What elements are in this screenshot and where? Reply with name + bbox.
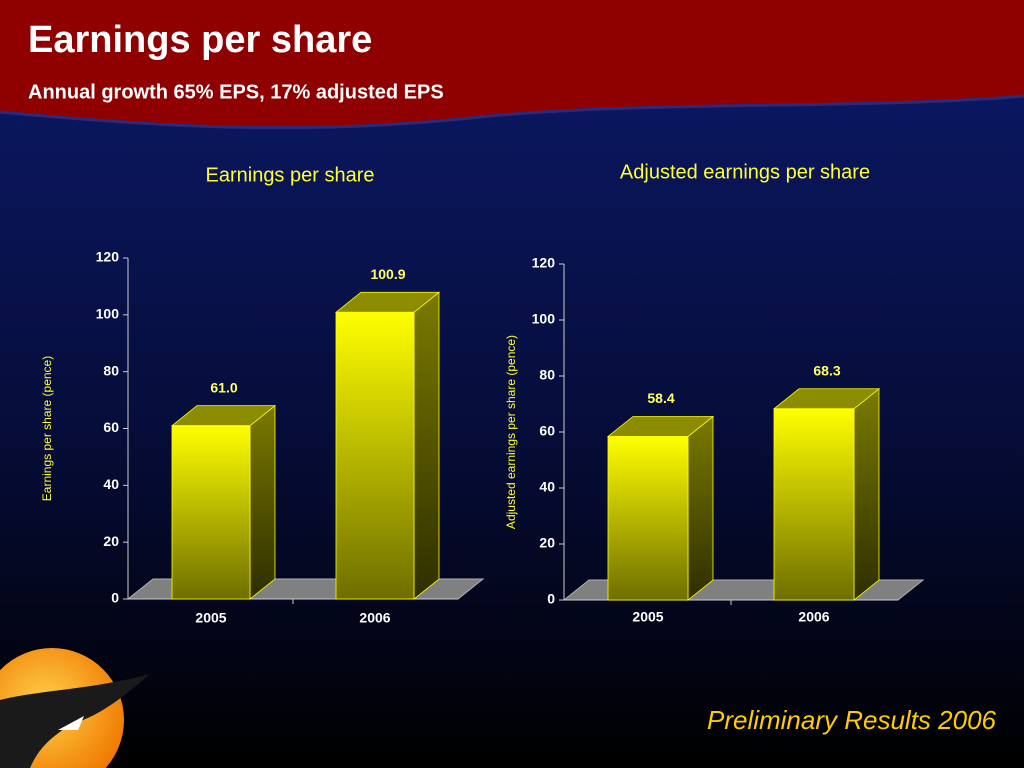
x-tick-label: 2006: [798, 609, 829, 625]
y-tick-label: 0: [547, 591, 555, 607]
bar: [773, 408, 855, 601]
y-tick-label: 120: [96, 249, 120, 265]
y-tick-label: 80: [103, 362, 119, 378]
x-tick-label: 2006: [359, 610, 390, 626]
value-label: 100.9: [370, 266, 405, 282]
bar: [171, 425, 251, 600]
value-label: 61.0: [210, 379, 237, 395]
slide-subtitle: Annual growth 65% EPS, 17% adjusted EPS: [28, 81, 444, 103]
y-tick-label: 80: [539, 367, 555, 383]
x-tick-label: 2005: [632, 609, 663, 625]
value-label: 68.3: [813, 362, 840, 378]
header-edge: [0, 94, 1024, 130]
bar: [335, 311, 415, 600]
y-tick-label: 100: [96, 306, 120, 322]
y-tick-label: 20: [539, 535, 555, 551]
y-tick-label: 60: [103, 419, 119, 435]
y-tick-label: 20: [103, 533, 119, 549]
y-tick-label: 120: [532, 255, 556, 271]
header-band: [0, 0, 1024, 128]
chart-title: Adjusted earnings per share: [620, 161, 870, 183]
y-tick-label: 40: [539, 479, 555, 495]
y-tick-label: 0: [111, 590, 119, 606]
bar-side: [413, 291, 440, 600]
logo-head: [58, 716, 84, 730]
logo: [0, 648, 150, 768]
y-tick-label: 40: [103, 476, 119, 492]
slide-title: Earnings per share: [28, 19, 372, 61]
y-axis-label: Earnings per share (pence): [40, 356, 54, 501]
bar-side: [853, 387, 880, 601]
value-label: 58.4: [647, 390, 674, 406]
chart-title: Earnings per share: [206, 164, 375, 186]
bar: [607, 436, 689, 601]
x-tick-label: 2005: [195, 610, 226, 626]
y-tick-label: 100: [532, 311, 556, 327]
charts: Earnings per share Earnings per share (pe…: [40, 161, 925, 626]
bar-side: [249, 404, 276, 600]
bar-side: [687, 415, 714, 601]
y-tick-label: 60: [539, 423, 555, 439]
y-axis-label: Adjusted earnings per share (pence): [504, 335, 518, 529]
footer: Preliminary Results 2006: [707, 705, 997, 735]
